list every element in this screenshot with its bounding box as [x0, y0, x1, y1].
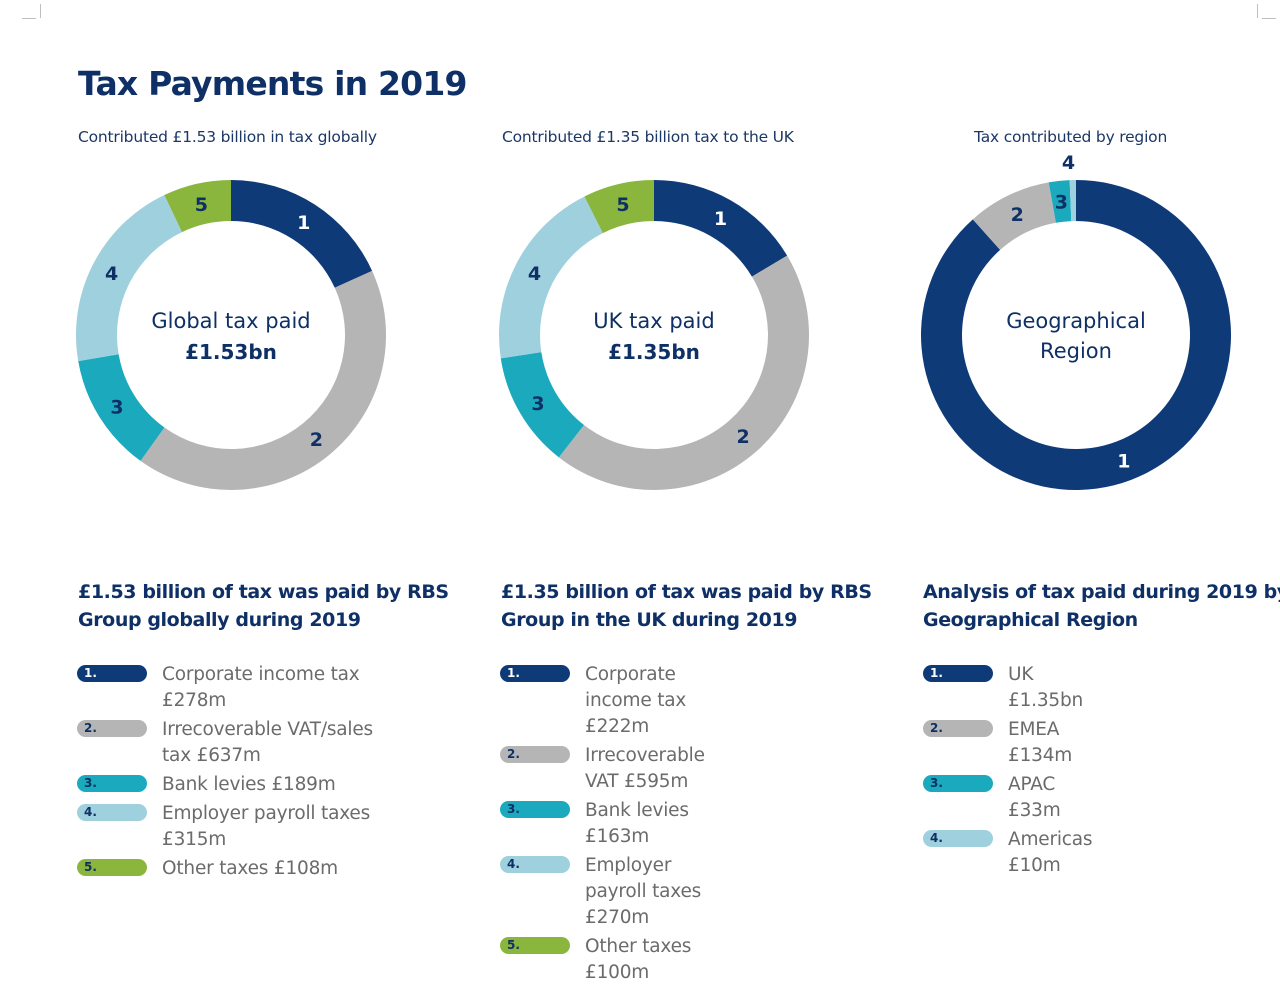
legend-label: Americas £10m [1008, 829, 1093, 876]
legend-item: 3. Bank levies £163m [500, 798, 705, 850]
section-heading: Analysis of tax paid during 2019 by Geog… [923, 581, 1280, 631]
legend-swatch: 3. [500, 801, 570, 818]
legend-swatch: 1. [77, 665, 147, 682]
legend-label: Employer payroll taxes £315m [162, 803, 371, 850]
donut-chart-region: 1 2 3 4 Geographical Region [921, 152, 1231, 491]
slice-label-4: 4 [1062, 152, 1075, 174]
crop-mark-left [22, 18, 36, 19]
donut-slice-1 [654, 180, 788, 277]
legend-swatch: 1. [500, 665, 570, 682]
chart-subtitle: Contributed £1.35 billion tax to the UK [502, 128, 794, 146]
legend-swatch: 1. [923, 665, 993, 682]
legend-label: Bank levies £189m [162, 774, 336, 795]
slice-label-4: 4 [528, 263, 541, 285]
legend-item: 3. Bank levies £189m [77, 772, 400, 798]
legend-label: Bank levies £163m [585, 800, 689, 847]
center-label: Global tax paid [151, 309, 310, 333]
legend-label: UK £1.35bn [1008, 664, 1084, 711]
slice-label-3: 3 [1055, 191, 1068, 213]
legend-label: Other taxes £100m [585, 936, 692, 983]
panel-uk: Contributed £1.35 billion tax to the UK … [0, 0, 872, 983]
donut-slice-3 [500, 352, 585, 458]
legend-swatch: 2. [77, 720, 147, 737]
slice-label-3: 3 [531, 393, 544, 415]
donut-slice-5 [584, 180, 654, 234]
legend-swatch: 4. [77, 804, 147, 821]
legend-swatch: 2. [923, 720, 993, 737]
donut-slice-2 [140, 270, 386, 490]
slice-label-5: 5 [195, 194, 208, 216]
legend-swatch: 2. [500, 746, 570, 763]
donut-slice-4 [499, 196, 603, 359]
crop-mark-right [1262, 18, 1276, 19]
section-heading: £1.53 billion of tax was paid by RBS Gro… [78, 581, 449, 631]
legend-item: 1. UK £1.35bn [923, 662, 1092, 714]
section-heading: £1.35 billion of tax was paid by RBS Gro… [501, 581, 872, 631]
donut-slice-3 [78, 354, 165, 461]
slice-label-1: 1 [714, 208, 727, 230]
donut-slice-4 [1069, 180, 1076, 222]
slice-label-2: 2 [1011, 204, 1024, 226]
legend-label: Corporate income tax £222m [585, 664, 687, 737]
page-title: Tax Payments in 2019 [78, 64, 467, 103]
legend-region: 1. UK £1.35bn 2. EMEA £134m 3. APAC £33m 4. Ame… [923, 662, 1093, 882]
crop-mark-top-left [40, 4, 41, 18]
legend-uk: 1. Corporate income tax £222m 2. Irrecovera… [500, 662, 705, 989]
legend-global: 1. Corporate income tax £278m 2. Irrecovera… [77, 662, 400, 885]
legend-label: Other taxes £108m [162, 858, 338, 879]
legend-item: 4. Employer payroll taxes £315m [77, 801, 400, 853]
legend-item: 1. Corporate income tax £222m [500, 662, 705, 740]
donut-slice-2 [972, 182, 1056, 250]
panel-region: Tax contributed by region 1 2 3 4 Geographic… [0, 0, 1280, 887]
donut-slice-2 [558, 255, 809, 490]
legend-label: EMEA £134m [1008, 719, 1073, 766]
chart-subtitle: Contributed £1.53 billion in tax globall… [78, 128, 377, 146]
donut-slice-1 [231, 180, 373, 288]
slice-label-2: 2 [736, 426, 749, 448]
center-label: Region [1040, 339, 1112, 363]
legend-item: 2. Irrecoverable VAT £595m [500, 743, 705, 795]
donut-slice-4 [76, 195, 182, 362]
slice-label-5: 5 [616, 194, 629, 216]
center-label: UK tax paid [593, 309, 714, 333]
donut-chart-global: 1 2 3 4 5 Global tax paid £1.53bn [76, 180, 386, 490]
panel-global: Contributed £1.53 billion in tax globall… [0, 0, 449, 887]
legend-swatch: 4. [923, 830, 993, 847]
legend-label: APAC £33m [1008, 774, 1061, 821]
chart-subtitle: Tax contributed by region [974, 128, 1168, 146]
donut-slice-5 [164, 180, 231, 233]
legend-item: 3. APAC £33m [923, 772, 1092, 824]
slice-label-1: 1 [1117, 451, 1130, 473]
legend-item: 4. Americas £10m [923, 827, 1093, 879]
slice-label-1: 1 [297, 212, 310, 234]
legend-swatch: 5. [77, 859, 147, 876]
crop-mark-top-right [1257, 4, 1258, 18]
legend-label: Irrecoverable VAT £595m [585, 745, 705, 792]
legend-item: 1. Corporate income tax £278m [77, 662, 400, 714]
legend-label: Employer payroll taxes £270m [585, 855, 702, 928]
slice-label-3: 3 [110, 396, 123, 418]
center-label: Geographical [1006, 309, 1146, 333]
center-value: £1.35bn [608, 340, 700, 364]
donut-slice-1 [921, 180, 1231, 491]
legend-swatch: 5. [500, 937, 570, 954]
donut-slice-3 [1048, 180, 1072, 223]
legend-item: 2. EMEA £134m [923, 717, 1092, 769]
donut-chart-uk: 1 2 3 4 5 UK tax paid £1.35bn [499, 180, 809, 490]
legend-swatch: 3. [77, 775, 147, 792]
legend-item: 2. Irrecoverable VAT/sales tax £637m [77, 717, 400, 769]
legend-swatch: 4. [500, 856, 570, 873]
legend-item: 4. Employer payroll taxes £270m [500, 853, 705, 931]
center-value: £1.53bn [185, 340, 277, 364]
slice-label-2: 2 [310, 429, 323, 451]
legend-label: Irrecoverable VAT/sales tax £637m [162, 719, 373, 766]
legend-item: 5. Other taxes £108m [77, 856, 400, 882]
legend-swatch: 3. [923, 775, 993, 792]
legend-label: Corporate income tax £278m [162, 664, 360, 711]
slice-label-4: 4 [105, 263, 118, 285]
legend-item: 5. Other taxes £100m [500, 934, 705, 986]
